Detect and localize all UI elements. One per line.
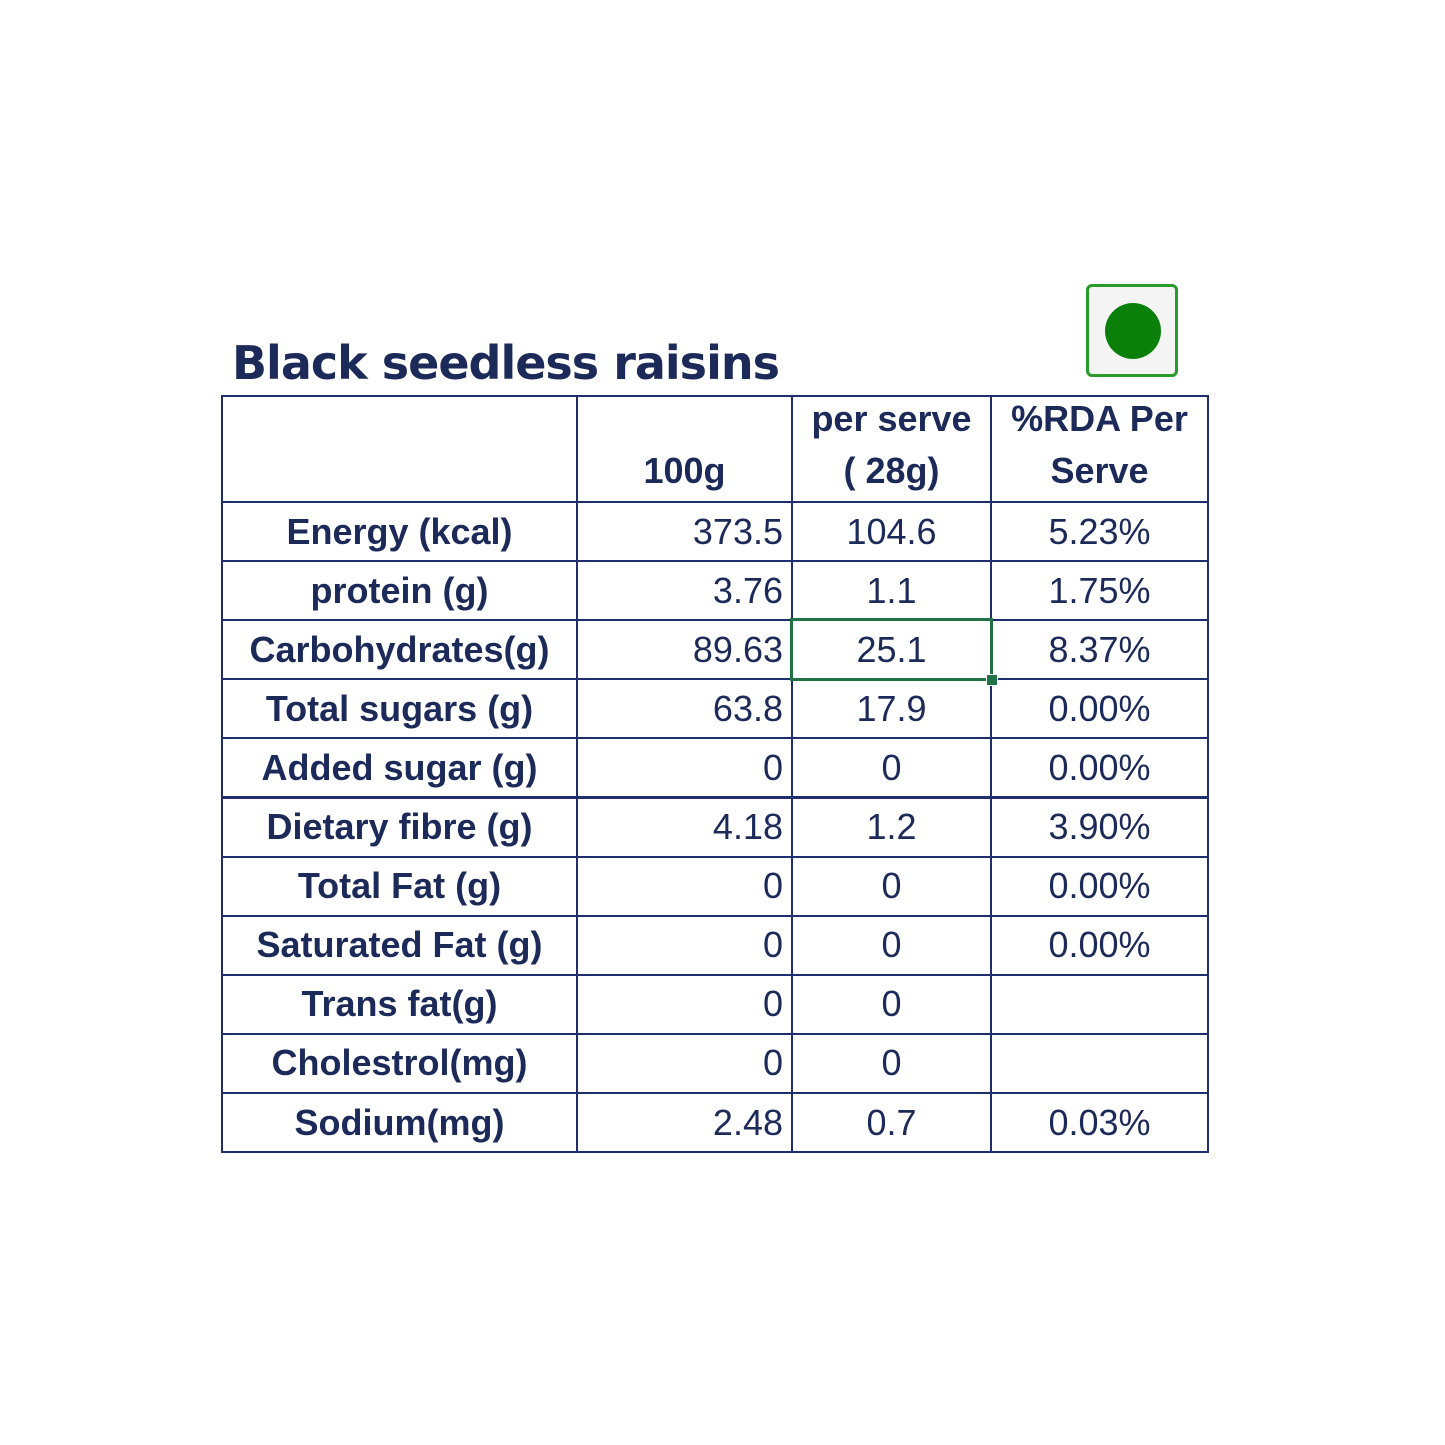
value-cell: 17.9 [791,678,992,740]
value-cell: 63.8 [576,678,793,740]
value-cell: 0.00% [990,914,1209,976]
value-cell: 1.75% [990,560,1209,622]
row-label: Cholestrol(mg) [221,1032,578,1094]
value-cell: 5.23% [990,501,1209,563]
value-cell: 0 [791,973,992,1035]
header-text: Serve [1050,450,1149,491]
veg-dot [1105,303,1161,359]
row-label: Total Fat (g) [221,855,578,917]
value-cell: 373.5 [576,501,793,563]
value-cell: 0 [576,1032,793,1094]
value-cell: 0.7 [791,1092,992,1154]
value-cell: 0 [791,1032,992,1094]
header-cell: per serve ( 28g) [791,395,992,503]
header-text: per serve [811,398,972,439]
row-label: Dietary fibre (g) [221,796,578,858]
value-cell [990,973,1209,1035]
value-cell: 0.03% [990,1092,1209,1154]
row-label: Total sugars (g) [221,678,578,740]
value-cell: 104.6 [791,501,992,563]
value-cell: 4.18 [576,796,793,858]
header-cell: 100g [576,395,793,503]
value-cell: 1.2 [791,796,992,858]
value-cell: 8.37% [990,619,1209,681]
value-cell: 89.63 [576,619,793,681]
value-cell: 1.1 [791,560,992,622]
value-cell: 0 [576,914,793,976]
title: Black seedless raisins [232,336,780,390]
fill-handle[interactable] [986,674,998,687]
veg-symbol [1086,284,1178,377]
row-label: Trans fat(g) [221,973,578,1035]
row-label: Added sugar (g) [221,737,578,799]
value-cell: 3.90% [990,796,1209,858]
value-cell: 0 [576,973,793,1035]
header-text: ( 28g) [843,450,940,491]
row-label: Sodium(mg) [221,1092,578,1154]
value-cell: 0 [576,737,793,799]
row-label: Carbohydrates(g) [221,619,578,681]
row-label: Energy (kcal) [221,501,578,563]
value-cell: 3.76 [576,560,793,622]
value-cell: 0.00% [990,855,1209,917]
value-cell [990,1032,1209,1094]
row-label: Saturated Fat (g) [221,914,578,976]
value-cell: 0.00% [990,737,1209,799]
value-cell: 2.48 [576,1092,793,1154]
header-text: %RDA Per [1011,398,1188,439]
value-cell: 0.00% [990,678,1209,740]
value-cell: 0 [791,914,992,976]
value-cell: 0 [791,737,992,799]
header-text: 100g [643,450,726,491]
header-cell: %RDA Per Serve [990,395,1209,503]
value-cell: 0 [576,855,793,917]
header-cell [221,395,578,503]
row-label: protein (g) [221,560,578,622]
value-cell: 0 [791,855,992,917]
cell-selection[interactable] [790,618,993,682]
